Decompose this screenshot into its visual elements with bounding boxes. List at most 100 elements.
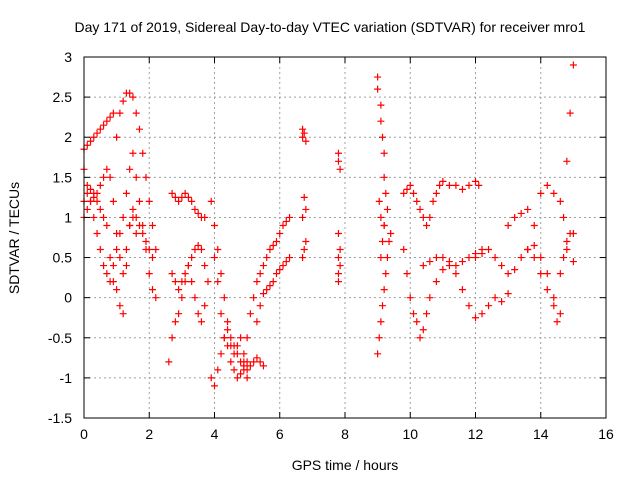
series-sat-l: [253, 254, 294, 326]
data-point: [445, 181, 453, 189]
data-point: [377, 318, 385, 326]
data-point: [109, 197, 117, 205]
data-point: [419, 262, 427, 270]
data-point: [385, 238, 393, 246]
data-point: [139, 149, 147, 157]
data-point: [426, 258, 434, 266]
data-point: [511, 213, 519, 221]
data-point: [472, 254, 479, 262]
x-tick-label: 10: [402, 426, 418, 442]
data-point: [504, 290, 512, 298]
data-point: [259, 290, 267, 298]
data-point: [423, 221, 431, 229]
data-point: [419, 213, 427, 221]
data-point: [230, 366, 238, 374]
series-sat-n: [334, 149, 344, 286]
data-point: [109, 109, 117, 117]
data-point: [263, 286, 271, 294]
data-point: [188, 254, 196, 262]
data-point: [491, 294, 499, 302]
data-point: [426, 294, 434, 302]
data-point: [207, 374, 215, 382]
data-point: [227, 358, 235, 366]
data-point: [246, 310, 254, 318]
data-point: [96, 181, 104, 189]
data-point: [524, 205, 532, 213]
data-point: [129, 213, 137, 221]
data-point: [452, 181, 460, 189]
data-point: [553, 318, 561, 326]
data-point: [253, 318, 261, 326]
data-point: [485, 246, 493, 254]
data-point: [139, 229, 147, 237]
data-point: [286, 213, 294, 221]
y-tick-labels: -1.5 -1 -0.5 0 0.5 1 1.5 2 2.5 3: [48, 49, 72, 426]
data-point: [279, 262, 287, 270]
data-point: [279, 221, 287, 229]
data-point: [566, 229, 574, 237]
data-point: [119, 97, 127, 105]
data-point: [201, 213, 209, 221]
data-point: [403, 270, 411, 278]
data-point: [119, 270, 127, 278]
data-point: [410, 310, 418, 318]
data-point: [334, 270, 342, 278]
data-point: [530, 221, 538, 229]
data-point: [472, 314, 479, 322]
data-point: [191, 246, 199, 254]
data-point: [152, 246, 160, 254]
series-sat-p: [374, 197, 395, 358]
data-point: [569, 61, 577, 69]
data-point: [132, 109, 140, 117]
data-point: [113, 229, 121, 237]
data-point: [253, 278, 261, 286]
data-point: [272, 238, 280, 246]
data-point: [188, 197, 196, 205]
data-point: [149, 221, 157, 229]
data-point: [207, 197, 215, 205]
data-point: [383, 205, 391, 213]
data-point: [511, 266, 519, 274]
data-point: [550, 294, 558, 302]
data-point: [266, 246, 274, 254]
data-point: [269, 242, 277, 250]
data-point: [563, 157, 571, 165]
data-point: [413, 197, 421, 205]
data-point: [413, 318, 421, 326]
data-point: [253, 354, 261, 362]
data-point: [240, 358, 248, 366]
data-point: [90, 213, 98, 221]
data-point: [243, 374, 251, 382]
data-point: [152, 294, 160, 302]
data-point: [181, 189, 189, 197]
data-point: [178, 278, 186, 286]
data-point: [149, 286, 157, 294]
series-sat-j: [211, 254, 251, 366]
series-sat-g: [168, 262, 212, 326]
data-point: [171, 193, 179, 201]
data-point: [530, 254, 538, 262]
y-tick-label: -1.5: [48, 410, 72, 426]
y-axis-title: SDTVAR / TECUs: [6, 182, 22, 294]
data-point: [302, 205, 310, 213]
series-sat-m: [299, 125, 310, 262]
data-point: [478, 310, 486, 318]
data-point: [560, 213, 568, 221]
data-point: [336, 246, 344, 254]
data-point: [299, 254, 307, 262]
data-point: [93, 197, 101, 205]
data-point: [168, 189, 176, 197]
data-point: [379, 133, 387, 141]
data-point: [300, 129, 308, 137]
data-point: [243, 334, 251, 342]
data-point: [100, 262, 108, 270]
data-point: [475, 181, 483, 189]
data-point: [429, 197, 437, 205]
data-point: [426, 213, 434, 221]
data-point: [256, 302, 264, 310]
data-point: [109, 278, 117, 286]
data-point: [517, 254, 525, 262]
data-point: [129, 205, 137, 213]
series-sat-a: [80, 89, 160, 254]
data-point: [178, 193, 186, 201]
